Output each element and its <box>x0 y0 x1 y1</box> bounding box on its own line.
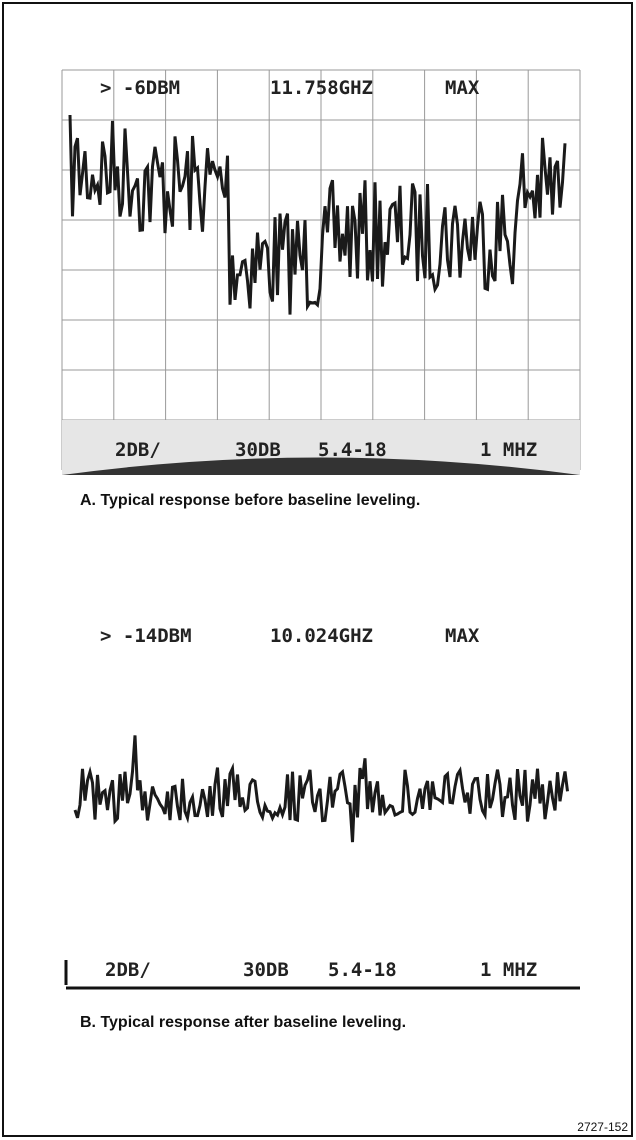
reference-level: > -6DBM <box>100 77 180 99</box>
mode: MAX <box>445 77 480 99</box>
baseline <box>64 960 580 990</box>
shadow <box>62 457 580 475</box>
trace <box>73 735 569 843</box>
caption: B. Typical response after baseline level… <box>80 1014 406 1031</box>
scale: 2DB/ <box>105 959 151 981</box>
reference-level: > -14DBM <box>100 625 192 647</box>
band: 5.4-18 <box>318 439 387 461</box>
trace <box>68 114 567 315</box>
graticule <box>61 69 581 470</box>
resolution: 1 MHZ <box>480 439 537 461</box>
scale: 2DB/ <box>115 439 161 461</box>
attenuation: 30DB <box>235 439 281 461</box>
band: 5.4-18 <box>328 959 397 981</box>
figure-number: 2727-152 <box>577 1120 628 1134</box>
mode: MAX <box>445 625 480 647</box>
resolution: 1 MHZ <box>480 959 537 981</box>
caption: A. Typical response before baseline leve… <box>80 492 420 509</box>
traces <box>68 114 569 843</box>
center-frequency: 10.024GHZ <box>270 625 373 647</box>
center-frequency: 11.758GHZ <box>270 77 373 99</box>
attenuation: 30DB <box>243 959 289 981</box>
